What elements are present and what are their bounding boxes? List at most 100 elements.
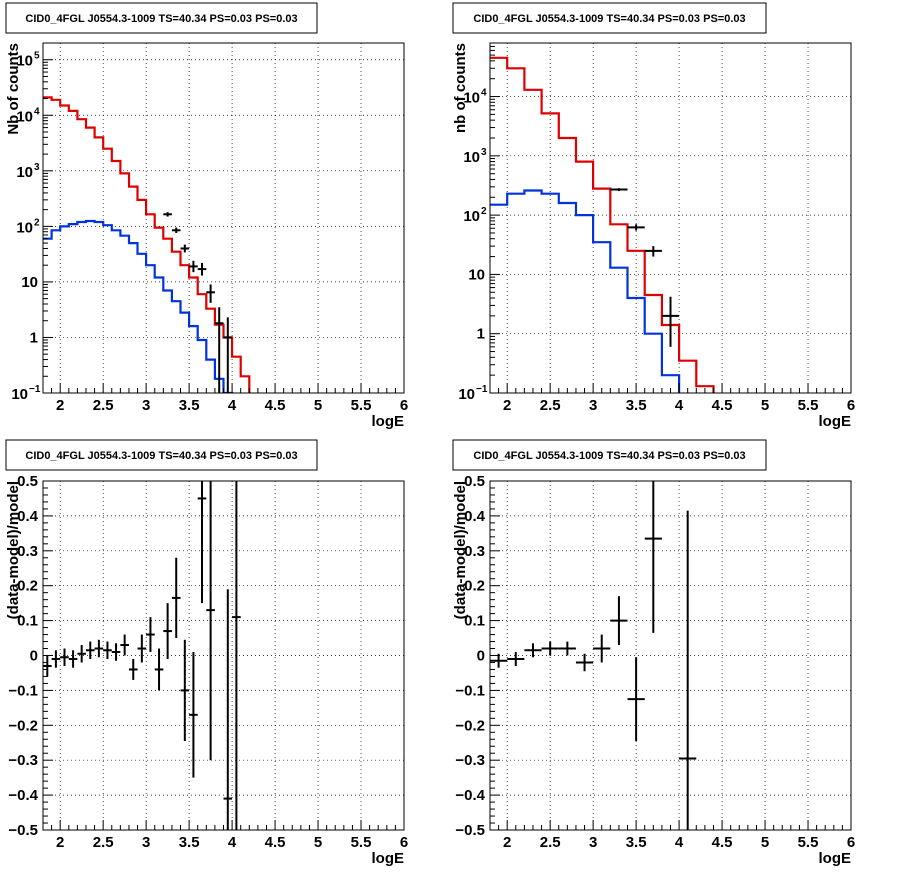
y-tick-label: 0.5 <box>464 473 485 490</box>
y-axis <box>43 480 53 831</box>
x-tick-label: 2.5 <box>540 397 561 414</box>
x-tick-label: 6 <box>847 834 855 851</box>
x-tick-label: 4.5 <box>712 397 733 414</box>
x-tick-label: 2 <box>56 834 64 851</box>
x-tick-label: 4.5 <box>265 834 286 851</box>
grid-lines <box>490 43 851 393</box>
x-tick-label: 5.5 <box>798 397 819 414</box>
x-tick-label: 5 <box>761 397 769 414</box>
x-tick-label: 4.5 <box>712 834 733 851</box>
y-axis <box>43 42 53 394</box>
y-tick-label: 0.5 <box>17 473 38 490</box>
y-tick-label: 10 <box>11 386 28 403</box>
x-tick-label: 2.5 <box>93 397 114 414</box>
x-tick-label: 3.5 <box>626 834 647 851</box>
x-tick-label: 2 <box>503 834 511 851</box>
y-tick-label: 10 <box>16 164 33 181</box>
data-point <box>85 641 95 659</box>
data-point <box>68 650 78 668</box>
chart-title-box <box>452 439 767 471</box>
chart-title-box <box>452 2 767 34</box>
grid-lines <box>43 43 404 393</box>
chart-title-box <box>5 439 318 471</box>
data-point <box>154 648 164 691</box>
y-tick-label: 0 <box>30 648 38 665</box>
chart-title: CID0_4FGL J0554.3-1009 TS=40.34 PS=0.03 … <box>25 13 297 25</box>
x-tick-label: 5 <box>314 834 322 851</box>
data-point <box>223 589 233 830</box>
data-point <box>661 296 680 347</box>
plot-frame <box>42 42 405 394</box>
x-tick-label: 2 <box>56 397 64 414</box>
data-point <box>524 643 542 658</box>
y-axis <box>490 42 500 394</box>
series-red-histogram <box>490 56 715 393</box>
y-tick-label: 0 <box>477 648 485 665</box>
y-tick-label: −0.4 <box>455 787 485 804</box>
y-tick-label: 10 <box>463 90 480 107</box>
data-point <box>206 284 215 303</box>
chart-title: CID0_4FGL J0554.3-1009 TS=40.34 PS=0.03 … <box>473 450 745 462</box>
data-point <box>223 317 233 393</box>
y-tick-exponent: −1 <box>476 384 488 395</box>
data-point <box>214 307 224 393</box>
y-tick-label: 0.3 <box>464 543 485 560</box>
data-point <box>103 641 112 659</box>
y-tick-label: −0.3 <box>8 752 38 769</box>
data-point <box>644 481 662 633</box>
data-point <box>77 645 86 663</box>
x-tick-label: 2.5 <box>540 834 561 851</box>
plot-area <box>490 56 715 393</box>
y-tick-label: 0.2 <box>17 578 38 595</box>
data-point <box>490 653 508 668</box>
y-tick-label: 10 <box>463 208 480 225</box>
y-tick-label: 10 <box>463 149 480 166</box>
chart-title: CID0_4FGL J0554.3-1009 TS=40.34 PS=0.03 … <box>25 450 297 462</box>
data-point <box>171 227 181 233</box>
chart-panel-3: CID0_4FGL J0554.3-1009 TS=40.34 PS=0.03 … <box>5 439 408 867</box>
y-tick-label: 10 <box>468 266 485 283</box>
data-point <box>189 652 198 778</box>
y-tick-exponent: 5 <box>34 51 40 62</box>
x-axis-label: logE <box>819 413 852 430</box>
series-red-histogram <box>43 96 251 393</box>
y-tick-exponent: 2 <box>34 217 40 228</box>
x-axis <box>42 383 405 393</box>
data-point <box>593 634 611 663</box>
y-axis-label: Nb of counts <box>5 43 22 135</box>
grid-lines <box>490 481 851 830</box>
plot-area <box>43 481 241 830</box>
y-tick-exponent: 2 <box>481 206 487 217</box>
y-tick-exponent: 4 <box>481 88 487 99</box>
y-tick-exponent: 3 <box>481 147 487 158</box>
plot-area <box>43 96 251 393</box>
data-point <box>51 650 61 668</box>
y-tick-label: 1 <box>30 329 38 346</box>
data-point <box>163 212 172 217</box>
y-tick-label: −0.1 <box>455 682 485 699</box>
x-tick-label: 5.5 <box>798 834 819 851</box>
y-tick-label: 0.3 <box>17 543 38 560</box>
y-tick-label: 0.1 <box>464 613 485 630</box>
x-tick-label: 2 <box>503 397 511 414</box>
y-tick-label: −0.1 <box>8 682 38 699</box>
data-point <box>163 603 172 659</box>
x-tick-label: 4 <box>675 397 684 414</box>
data-point <box>610 596 628 646</box>
data-point <box>171 557 181 639</box>
x-tick-label: 5 <box>761 834 769 851</box>
plot-area <box>490 481 697 830</box>
x-tick-label: 6 <box>400 834 408 851</box>
data-point <box>197 262 207 276</box>
y-tick-label: −0.4 <box>8 787 38 804</box>
y-tick-label: 1 <box>477 326 485 343</box>
y-tick-label: −0.5 <box>8 822 38 839</box>
chart-title: CID0_4FGL J0554.3-1009 TS=40.34 PS=0.03 … <box>473 13 745 25</box>
y-tick-label: 10 <box>16 53 33 70</box>
x-tick-label: 6 <box>847 397 855 414</box>
x-axis-label: logE <box>819 850 852 867</box>
data-point <box>128 658 138 680</box>
y-axis <box>490 480 500 831</box>
y-axis-label: (data-model)/model <box>452 481 469 619</box>
